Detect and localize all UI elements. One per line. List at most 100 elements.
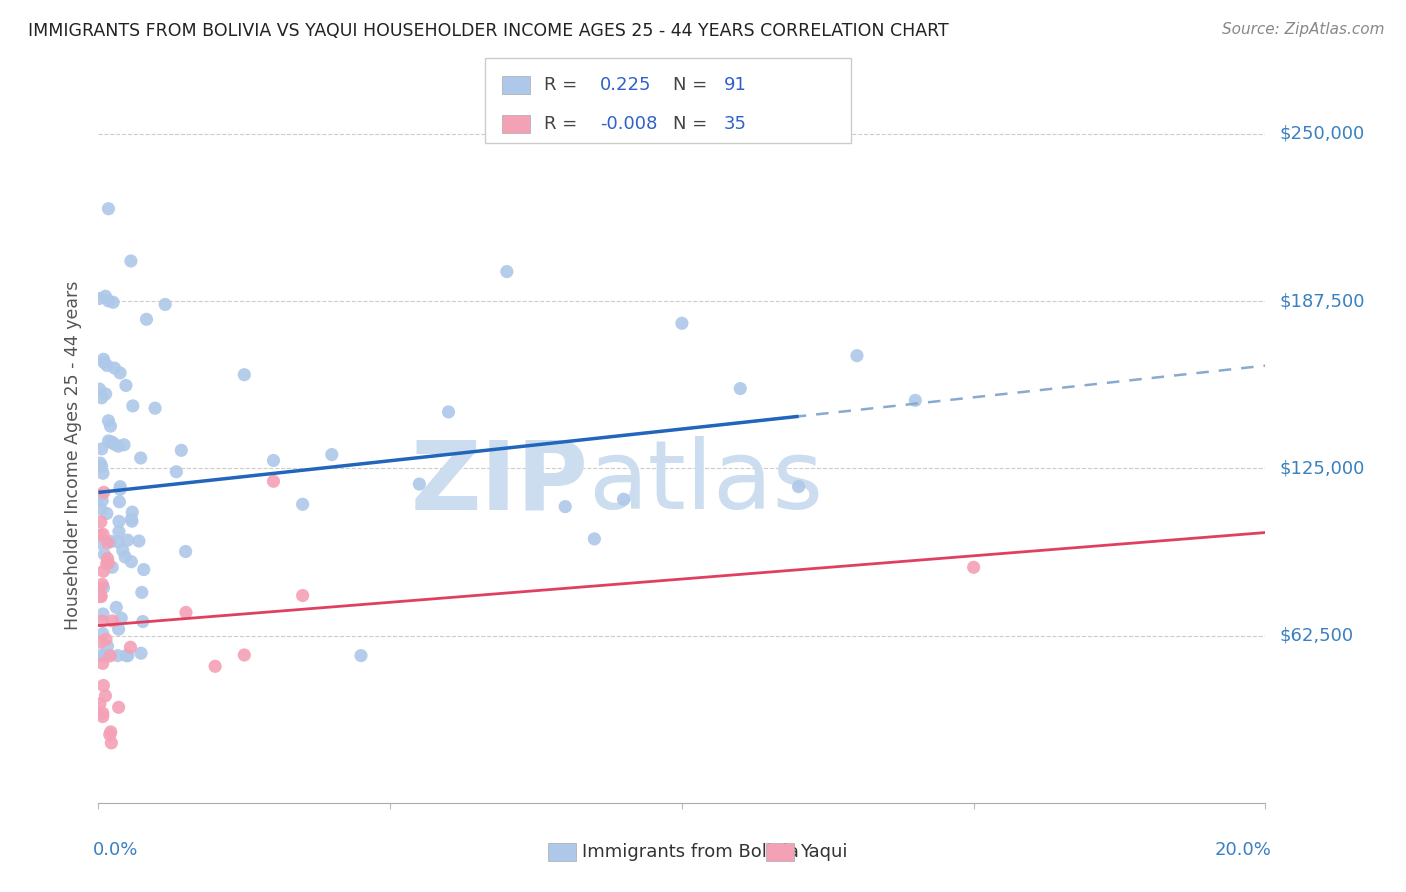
Point xyxy=(108,495,131,509)
Point xyxy=(107,622,129,636)
Point xyxy=(128,534,150,549)
Point xyxy=(89,292,111,306)
Point xyxy=(103,361,125,376)
Point xyxy=(93,679,115,693)
Text: $62,500: $62,500 xyxy=(1279,626,1354,645)
Text: R =: R = xyxy=(544,76,583,94)
Point xyxy=(91,493,114,508)
Point xyxy=(91,614,114,628)
Point xyxy=(100,724,122,739)
Point xyxy=(96,507,118,521)
Point xyxy=(93,648,115,663)
Text: 35: 35 xyxy=(724,115,747,133)
Point xyxy=(94,689,117,703)
Point xyxy=(97,551,120,566)
Point xyxy=(120,254,142,268)
Text: N =: N = xyxy=(673,115,713,133)
Point xyxy=(97,202,120,216)
Point xyxy=(94,632,117,647)
Point xyxy=(96,557,118,571)
Point xyxy=(90,459,112,474)
Point xyxy=(350,648,373,663)
Point xyxy=(91,709,114,723)
Point xyxy=(96,359,118,373)
Text: 91: 91 xyxy=(724,76,747,94)
Text: 0.0%: 0.0% xyxy=(93,841,138,859)
Point xyxy=(131,585,153,599)
Point xyxy=(101,614,124,628)
Point xyxy=(94,648,117,663)
Point xyxy=(115,648,138,663)
Point xyxy=(121,399,143,413)
Point xyxy=(89,489,111,503)
Point xyxy=(94,289,117,303)
Point xyxy=(233,648,256,662)
Point xyxy=(108,366,131,380)
Text: Yaqui: Yaqui xyxy=(800,843,848,861)
Point xyxy=(135,312,157,326)
Point xyxy=(233,368,256,382)
Point xyxy=(93,355,115,369)
Point xyxy=(93,352,115,367)
Y-axis label: Householder Income Ages 25 - 44 years: Householder Income Ages 25 - 44 years xyxy=(65,280,83,630)
Point xyxy=(110,611,132,625)
Point xyxy=(89,456,111,470)
Point xyxy=(165,465,187,479)
Point xyxy=(120,640,142,655)
Point xyxy=(153,297,176,311)
Point xyxy=(93,547,115,561)
Point xyxy=(117,648,139,663)
Point xyxy=(89,382,111,396)
Point xyxy=(129,646,152,660)
Point xyxy=(787,480,810,494)
Point xyxy=(904,393,927,408)
Point xyxy=(91,577,114,591)
Point xyxy=(121,514,143,528)
Point xyxy=(89,582,111,596)
Point xyxy=(262,475,284,489)
Point xyxy=(98,728,121,742)
Point xyxy=(100,419,122,434)
Point xyxy=(93,581,115,595)
Point xyxy=(132,615,155,629)
Text: N =: N = xyxy=(673,76,713,94)
Point xyxy=(262,453,284,467)
Point xyxy=(291,497,314,511)
Point xyxy=(112,438,135,452)
Point xyxy=(111,543,134,558)
Point xyxy=(100,736,122,750)
Point xyxy=(97,293,120,308)
Point xyxy=(98,648,121,663)
Point xyxy=(291,589,314,603)
Point xyxy=(97,535,120,549)
Point xyxy=(97,556,120,570)
Text: atlas: atlas xyxy=(589,436,824,529)
Text: 0.225: 0.225 xyxy=(600,76,652,94)
Point xyxy=(115,378,138,392)
Point xyxy=(90,648,112,663)
Point xyxy=(90,590,112,604)
Point xyxy=(90,391,112,405)
Point xyxy=(101,295,124,310)
Point xyxy=(91,467,114,481)
Text: IMMIGRANTS FROM BOLIVIA VS YAQUI HOUSEHOLDER INCOME AGES 25 - 44 YEARS CORRELATI: IMMIGRANTS FROM BOLIVIA VS YAQUI HOUSEHO… xyxy=(28,22,949,40)
Text: $187,500: $187,500 xyxy=(1279,292,1365,310)
Point xyxy=(174,544,197,558)
Text: $125,000: $125,000 xyxy=(1279,459,1365,477)
Point xyxy=(89,528,111,542)
Point xyxy=(728,382,751,396)
Point xyxy=(121,505,143,519)
Point xyxy=(91,626,114,640)
Point xyxy=(107,648,129,663)
Point xyxy=(101,435,124,450)
Point xyxy=(91,657,114,671)
Point xyxy=(114,549,136,564)
Point xyxy=(107,700,129,714)
Text: R =: R = xyxy=(544,115,583,133)
Text: $250,000: $250,000 xyxy=(1279,125,1365,143)
Point xyxy=(129,450,152,465)
Point xyxy=(120,555,142,569)
Point xyxy=(97,414,120,428)
Point xyxy=(90,502,112,516)
Point xyxy=(91,607,114,621)
